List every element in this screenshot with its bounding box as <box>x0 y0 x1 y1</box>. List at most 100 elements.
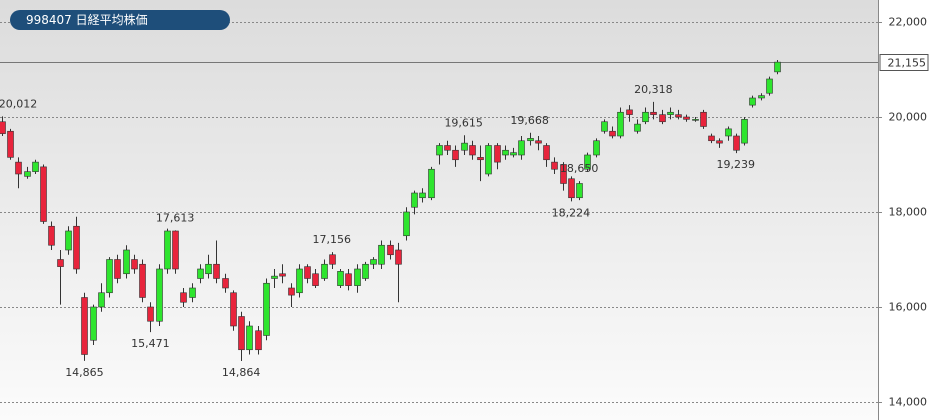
candle-body <box>716 140 723 144</box>
candle-body <box>436 145 443 156</box>
candle-body <box>131 259 138 270</box>
candle-body <box>114 259 121 279</box>
candle-body <box>560 164 567 184</box>
annotation: 17,613 <box>156 211 195 224</box>
candle-body <box>617 111 624 137</box>
candle-body <box>568 178 575 199</box>
y-tick-label: 14,000 <box>889 396 928 409</box>
candle-body <box>329 254 336 265</box>
candle-body <box>230 292 237 327</box>
candle-body <box>576 183 583 199</box>
candle-body <box>502 149 509 156</box>
candle-body <box>123 249 130 275</box>
candle-body <box>708 135 715 142</box>
candle-body <box>197 268 204 279</box>
candle-body <box>48 225 55 246</box>
candle-body <box>40 166 47 222</box>
candle-body <box>246 325 253 351</box>
last-price-box <box>879 54 929 71</box>
candle-body <box>312 273 319 286</box>
y-tick-label: 16,000 <box>889 301 928 314</box>
candle-body <box>428 168 435 199</box>
candle-body <box>667 111 674 115</box>
candle-body <box>642 111 649 123</box>
candle-body <box>222 278 229 289</box>
annotation: 19,668 <box>510 114 549 127</box>
candle-body <box>0 121 6 134</box>
annotation: 20,318 <box>634 83 673 96</box>
candle-body <box>395 249 402 265</box>
annotation: 14,865 <box>65 366 104 379</box>
candle-body <box>626 109 633 115</box>
annotation: 19,239 <box>717 158 756 171</box>
annotation: 14,864 <box>222 366 261 379</box>
candle-body <box>494 145 501 163</box>
candle-body <box>675 114 682 118</box>
candle-body <box>304 266 311 279</box>
candle-body <box>65 230 72 251</box>
annotation: 19,615 <box>444 116 483 129</box>
candle-body <box>24 171 31 177</box>
candle-body <box>32 161 39 172</box>
candle-body <box>725 128 732 137</box>
candle-body <box>683 116 690 120</box>
candle-body <box>362 263 369 279</box>
y-tick-label: 22,000 <box>889 16 928 29</box>
candle-body <box>288 287 295 296</box>
candle-body <box>387 244 394 256</box>
candle-body <box>213 263 220 279</box>
candle-body <box>584 154 591 170</box>
candle-body <box>98 292 105 308</box>
candle-body <box>180 292 187 303</box>
y-tick-label: 18,000 <box>889 206 928 219</box>
candle-body <box>774 61 781 73</box>
candle-body <box>7 130 14 158</box>
candle-body <box>354 268 361 286</box>
candle-body <box>485 145 492 175</box>
last-price-label: 21,155 <box>888 57 927 70</box>
candle-body <box>766 78 773 94</box>
annotation: 18,650 <box>560 162 599 175</box>
candle-body <box>263 282 270 336</box>
candle-body <box>593 140 600 156</box>
annotation: 15,471 <box>131 337 170 350</box>
title-pill <box>10 10 230 30</box>
candle-body <box>601 121 608 132</box>
candle-body <box>461 142 468 151</box>
candle-body <box>700 111 707 127</box>
candle-body <box>551 161 558 170</box>
candle-body <box>147 306 154 322</box>
annotation: 18,224 <box>552 206 591 219</box>
candle-body <box>477 157 484 161</box>
candle-body <box>609 130 616 137</box>
plot-background <box>0 0 878 420</box>
candle-body <box>741 119 748 144</box>
candle-body <box>411 192 418 208</box>
annotation: 17,156 <box>313 233 352 246</box>
candle-body <box>650 111 657 115</box>
candle-body <box>370 259 377 265</box>
candle-body <box>73 225 80 270</box>
candle-body <box>205 263 212 275</box>
candle-body <box>419 192 426 199</box>
candle-body <box>296 268 303 294</box>
candle-body <box>189 287 196 298</box>
candle-body <box>279 273 286 277</box>
y-tick-label: 20,000 <box>889 111 928 124</box>
candle-body <box>156 268 163 322</box>
candle-body <box>403 211 410 237</box>
candle-body <box>692 119 699 121</box>
candle-body <box>469 145 476 156</box>
candle-body <box>81 297 88 355</box>
candle-body <box>510 152 517 156</box>
candle-body <box>634 123 641 132</box>
candle-body <box>444 145 451 151</box>
candle-body <box>271 275 278 279</box>
candle-body <box>57 259 64 267</box>
candle-body <box>345 273 352 286</box>
candle-body <box>172 230 179 270</box>
candle-body <box>758 95 765 99</box>
candle-body <box>164 230 171 270</box>
candle-body <box>139 263 146 298</box>
